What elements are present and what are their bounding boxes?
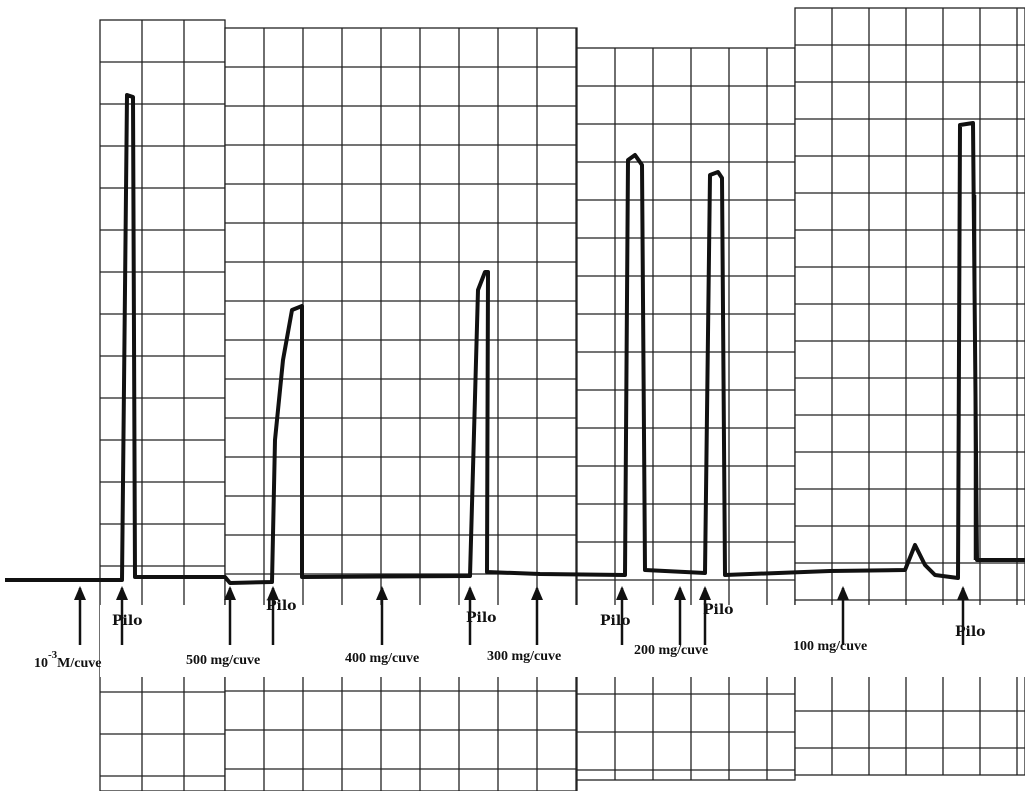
arrow-head: [376, 586, 388, 600]
arrow-head: [674, 586, 686, 600]
arrow-head: [616, 586, 628, 600]
concentration-label: 500 mg/cuve: [186, 653, 260, 668]
label-band: [100, 605, 1025, 677]
concentration-unit: M/cuve: [57, 656, 101, 671]
concentration-label: 100 mg/cuve: [793, 639, 867, 654]
arrow-head: [224, 586, 236, 600]
injection-label: Pilo: [955, 624, 986, 640]
arrow-head: [464, 586, 476, 600]
arrow-head: [74, 586, 86, 600]
injection-label: Pilo: [112, 613, 143, 629]
arrow-head: [267, 586, 279, 600]
arrows: [74, 586, 969, 645]
trace: [5, 93, 1025, 585]
concentration-exponent: -3: [48, 649, 58, 661]
concentration-label: 10-3M/cuve: [34, 649, 102, 671]
injection-label: Pilo: [266, 598, 297, 614]
concentration-label: 300 mg/cuve: [487, 649, 561, 664]
injection-label: Pilo: [466, 610, 497, 626]
concentration-label: 400 mg/cuve: [345, 651, 419, 666]
arrow-head: [837, 586, 849, 600]
arrow-head: [699, 586, 711, 600]
arrow-head: [957, 586, 969, 600]
arrow-head: [531, 586, 543, 600]
injection-label: Pilo: [703, 602, 734, 618]
labels: 10-3M/cuve 500 mg/cuve 400 mg/cuve 300 mg/c…: [34, 598, 986, 671]
concentration-base: 10: [34, 656, 48, 671]
concentration-label: 200 mg/cuve: [634, 643, 708, 658]
arrow-head: [116, 586, 128, 600]
injection-label: Pilo: [600, 613, 631, 629]
